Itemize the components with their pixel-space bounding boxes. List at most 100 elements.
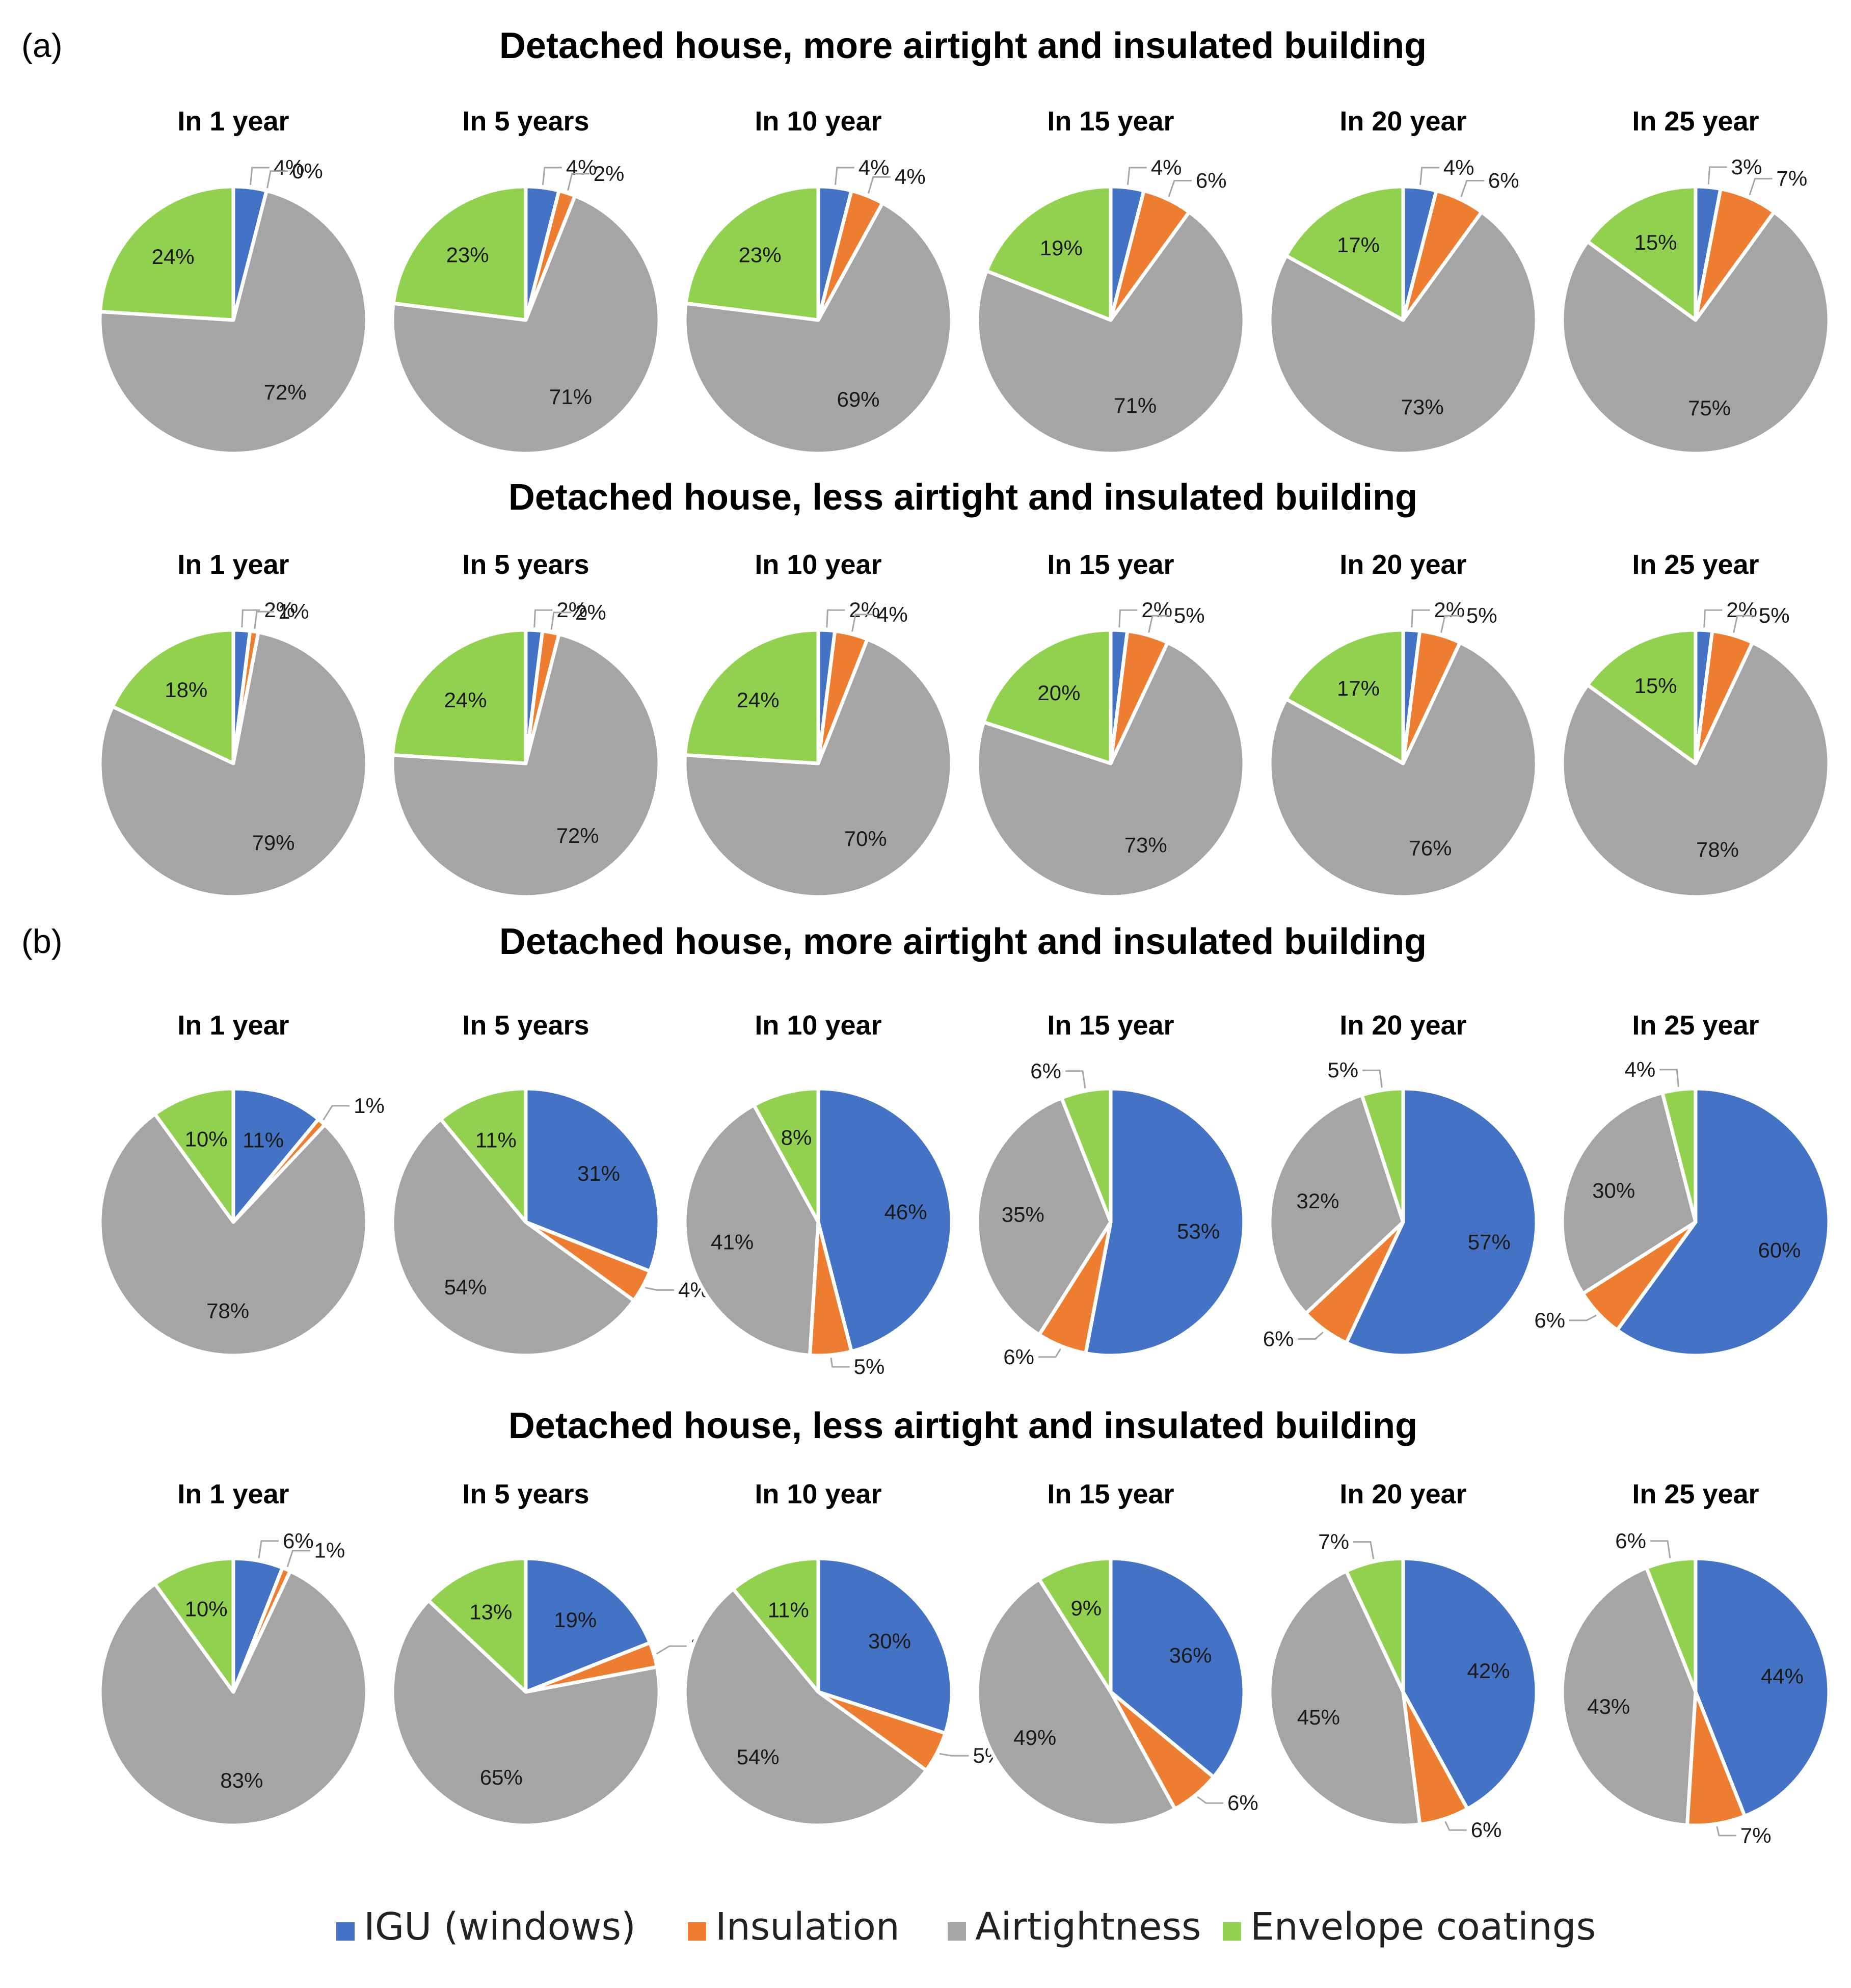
data-label: 23%	[446, 243, 489, 267]
legend-label: IGU (windows)	[364, 1905, 636, 1949]
data-label: 1%	[278, 599, 309, 623]
pie-slice-coatings	[1360, 1086, 1405, 1224]
data-label: 1%	[354, 1094, 385, 1118]
pie-subtitle: In 1 year	[177, 106, 289, 137]
data-label: 60%	[1758, 1238, 1801, 1262]
data-label: 6%	[1488, 169, 1519, 193]
data-label: 70%	[844, 827, 887, 851]
data-label: 36%	[1169, 1643, 1212, 1667]
legend-item-insulation: Insulation	[688, 1905, 900, 1949]
pie: In 1 year 11% 1% 78% 10%	[98, 1010, 385, 1358]
data-label: 75%	[1688, 396, 1731, 420]
data-label: 11%	[475, 1128, 517, 1152]
data-label: 4%	[877, 602, 908, 626]
data-label: 54%	[737, 1745, 780, 1769]
pie-slice-coatings	[1344, 1556, 1405, 1694]
leader-line	[1127, 167, 1147, 185]
pie-subtitle: In 15 year	[1047, 1479, 1174, 1509]
leader-line	[939, 1753, 969, 1757]
data-label: 9%	[1070, 1596, 1102, 1620]
leader-line	[1353, 1541, 1375, 1559]
data-label: 41%	[711, 1230, 754, 1254]
data-label: 30%	[1592, 1178, 1635, 1202]
pie: In 10 year 46% 5% 41% 8%	[683, 1010, 954, 1379]
data-label: 76%	[1409, 836, 1452, 860]
pie-slice-coatings	[426, 1556, 528, 1694]
leader-line	[830, 1357, 850, 1368]
legend-swatch	[1223, 1922, 1241, 1941]
data-label: 2%	[1141, 598, 1172, 622]
data-label: 49%	[1013, 1726, 1056, 1750]
data-label: 72%	[264, 380, 307, 404]
data-label: 6%	[1263, 1327, 1294, 1350]
pie-subtitle: In 10 year	[755, 106, 881, 137]
leader-line	[567, 173, 589, 191]
pie-subtitle: In 5 years	[462, 106, 589, 137]
panel-title: Detached house, less airtight and insula…	[508, 477, 1417, 518]
data-label: 7%	[1740, 1823, 1772, 1847]
pie-subtitle: In 25 year	[1632, 1010, 1759, 1041]
pie-subtitle: In 1 year	[177, 1010, 289, 1041]
data-label: 7%	[1318, 1530, 1349, 1554]
pie-subtitle: In 25 year	[1632, 549, 1759, 580]
pie: In 20 year 57% 6% 32% 5%	[1263, 1010, 1539, 1358]
pie-subtitle: In 20 year	[1339, 106, 1466, 137]
legend-item-coatings: Envelope coatings	[1223, 1905, 1596, 1949]
leader-line	[1419, 167, 1439, 185]
panel-label: (a)	[21, 26, 63, 64]
leader-line	[1118, 609, 1138, 628]
pie: In 5 years 2%2% 72% 24%	[390, 549, 661, 899]
data-label: 6%	[283, 1529, 314, 1553]
data-label: 6%	[1615, 1529, 1646, 1553]
pie-slice-coatings	[752, 1086, 820, 1224]
data-label: 71%	[549, 385, 592, 409]
data-label: 45%	[1297, 1705, 1340, 1729]
legend-swatch	[688, 1922, 706, 1941]
leader-line	[1168, 180, 1192, 197]
pie-slice-igu	[524, 1086, 661, 1273]
data-label: 78%	[1696, 838, 1739, 862]
pie-slice-airtightness	[1268, 641, 1539, 899]
data-label: 44%	[1761, 1664, 1804, 1688]
pie-slice-airtightness	[975, 1096, 1113, 1337]
pie: In 20 year 2% 5% 76% 17%	[1268, 549, 1539, 899]
data-label: 4%	[895, 165, 926, 189]
data-label: 78%	[206, 1299, 249, 1323]
pie: In 15 year 53% 6% 35% 6%	[975, 1010, 1246, 1369]
data-label: 5%	[854, 1355, 885, 1379]
data-label: 17%	[1337, 676, 1380, 700]
pie-subtitle: In 20 year	[1339, 1010, 1466, 1041]
data-label: 73%	[1124, 833, 1167, 857]
data-label: 2%	[1434, 598, 1465, 622]
data-label: 42%	[1467, 1659, 1510, 1683]
data-label: 2%	[556, 598, 587, 622]
pie: In 5 years 4%2% 71% 23%	[390, 106, 661, 456]
pie: In 20 year 4% 6% 73% 17%	[1268, 106, 1539, 456]
pie: In 25 year 3% 7% 75% 15%	[1560, 106, 1831, 456]
leader-line	[1065, 1070, 1086, 1089]
leader-line	[1197, 1796, 1223, 1804]
pie-slice-airtightness	[1268, 210, 1539, 456]
leader-line	[1362, 1069, 1383, 1088]
pie-slice-coatings	[111, 628, 235, 765]
pie-slice-coatings	[683, 628, 820, 765]
data-label: 2%	[594, 162, 625, 185]
pie-slice-igu	[816, 1086, 954, 1354]
pie: In 10 year 4% 4% 69% 23%	[683, 106, 954, 456]
pie-slice-airtightness	[683, 201, 954, 456]
pie-slice-airtightness	[683, 1587, 928, 1827]
data-label: 69%	[837, 387, 879, 411]
pie-subtitle: In 10 year	[755, 1479, 881, 1509]
pie-slice-igu	[816, 1556, 954, 1735]
leader-line	[550, 612, 571, 630]
data-label: 20%	[1037, 681, 1080, 705]
leader-line	[867, 176, 891, 194]
data-label: 24%	[444, 688, 487, 712]
leader-line	[645, 1287, 675, 1291]
pie-slice-coatings	[1060, 1086, 1113, 1224]
data-label: 4%	[566, 155, 597, 179]
data-label: 71%	[1114, 393, 1157, 417]
data-label: 8%	[781, 1126, 812, 1150]
pie-subtitle: In 20 year	[1339, 549, 1466, 580]
